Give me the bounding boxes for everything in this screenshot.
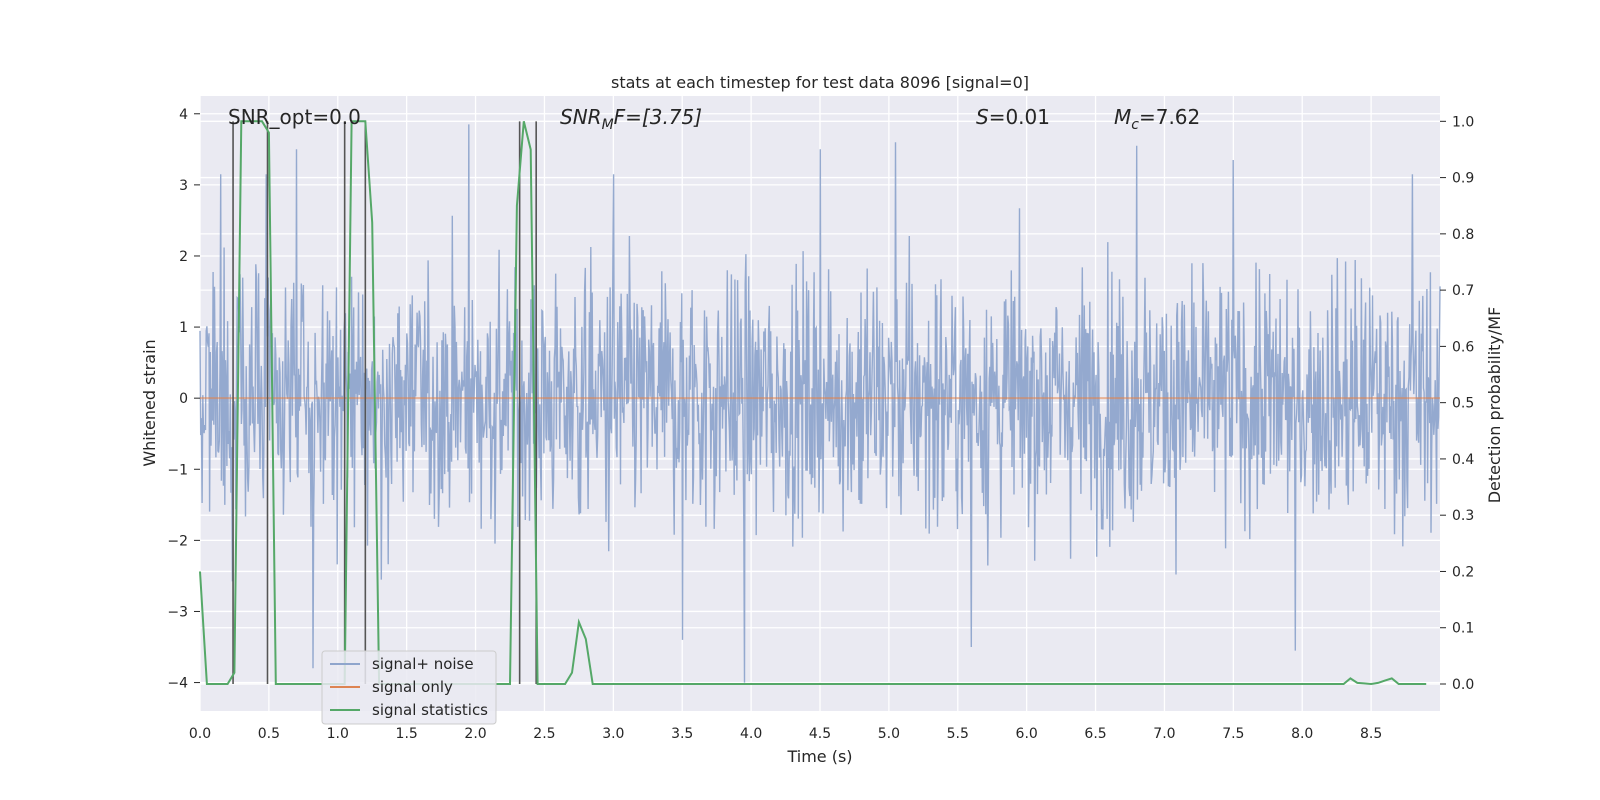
- x-tick-label-17: 8.5: [1360, 726, 1382, 742]
- annotation-s: S=0.01: [976, 105, 1050, 129]
- annotation-mc-rest: =7.62: [1139, 105, 1200, 129]
- y2-tick-label-2: 0.8: [1452, 227, 1474, 243]
- noise-line: [199, 124, 1441, 683]
- x-tick-label-11: 5.5: [947, 726, 969, 742]
- series-signal-noise: [199, 124, 1441, 683]
- y-tick-label-8: −4: [167, 676, 188, 692]
- x-tick-label-4: 2.0: [464, 726, 486, 742]
- y2-tick-label-7: 0.3: [1452, 508, 1474, 524]
- x-tick-label-15: 7.5: [1222, 726, 1244, 742]
- y-tick-label-3: 1: [179, 320, 188, 336]
- y-axis-label: Whitened strain: [140, 339, 159, 466]
- y-tick-label-0: 4: [179, 107, 188, 123]
- x-tick-label-3: 1.5: [396, 726, 418, 742]
- y2-tick-label-0: 1.0: [1452, 114, 1474, 130]
- x-tick-label-1: 0.5: [258, 726, 280, 742]
- y2-tick-label-6: 0.4: [1452, 452, 1474, 468]
- x-tick-label-5: 2.5: [533, 726, 555, 742]
- legend-label-signal-only: signal only: [372, 678, 453, 696]
- x-tick-label-16: 8.0: [1291, 726, 1313, 742]
- y2-axis-label: Detection probability/MF: [1485, 307, 1504, 504]
- annotation-snr-mf-rest: F=[3.75]: [614, 105, 702, 129]
- y2-tick-label-1: 0.9: [1452, 171, 1474, 187]
- legend-label-signal-noise: signal+ noise: [372, 655, 474, 673]
- x-tick-label-14: 7.0: [1153, 726, 1175, 742]
- legend: signal+ noise signal only signal statist…: [321, 650, 497, 725]
- y-tick-label-6: −2: [167, 533, 188, 549]
- x-tick-label-6: 3.0: [602, 726, 624, 742]
- y2-axis-ticks: 1.0 0.9 0.8 0.7 0.6 0.5 0.4 0.3 0.2 0.1 0.0: [1440, 114, 1474, 693]
- annotation-s-rest: =0.01: [989, 105, 1050, 129]
- x-tick-label-10: 5.0: [878, 726, 900, 742]
- y2-tick-label-8: 0.2: [1452, 564, 1474, 580]
- x-tick-label-7: 3.5: [671, 726, 693, 742]
- y2-tick-label-9: 0.1: [1452, 621, 1474, 637]
- annotation-snr-mf: SNRMF=[3.75]: [560, 105, 702, 133]
- y-tick-label-5: −1: [167, 462, 188, 478]
- x-tick-label-0: 0.0: [189, 726, 211, 742]
- x-tick-label-8: 4.0: [740, 726, 762, 742]
- chart-title: stats at each timestep for test data 809…: [611, 73, 1029, 92]
- y2-tick-label-5: 0.5: [1452, 396, 1474, 412]
- annotation-s-var: S: [976, 105, 989, 129]
- y2-tick-label-4: 0.6: [1452, 339, 1474, 355]
- x-tick-label-2: 1.0: [327, 726, 349, 742]
- y-tick-label-2: 2: [179, 249, 188, 265]
- y2-tick-label-3: 0.7: [1452, 283, 1474, 299]
- annotation-snr-mf-base: SNR: [560, 105, 602, 129]
- annotation-mc: Mc=7.62: [1114, 105, 1200, 133]
- y-tick-label-1: 3: [179, 178, 188, 194]
- y2-tick-label-10: 0.0: [1452, 677, 1474, 693]
- x-tick-label-9: 4.5: [809, 726, 831, 742]
- annotation-mc-base: M: [1114, 105, 1131, 129]
- legend-box: [321, 650, 497, 725]
- annotation-mc-sub: c: [1131, 117, 1139, 133]
- annotation-snr-mf-sub: M: [602, 117, 614, 133]
- y-tick-label-7: −3: [167, 604, 188, 620]
- y-axis-ticks: 4 3 2 1 0 −1 −2 −3 −4: [167, 107, 200, 692]
- y-tick-label-4: 0: [179, 391, 188, 407]
- x-axis-ticks: 0.0 0.5 1.0 1.5 2.0 2.5 3.0 3.5 4.0 4.5 5.0 5.5 6.0 6…: [189, 726, 1382, 742]
- x-tick-label-13: 6.5: [1084, 726, 1106, 742]
- x-axis-label: Time (s): [786, 747, 852, 766]
- annotation-snr-opt: SNR_opt=0.0: [228, 105, 361, 129]
- legend-label-signal-statistics: signal statistics: [372, 701, 488, 719]
- x-tick-label-12: 6.0: [1016, 726, 1038, 742]
